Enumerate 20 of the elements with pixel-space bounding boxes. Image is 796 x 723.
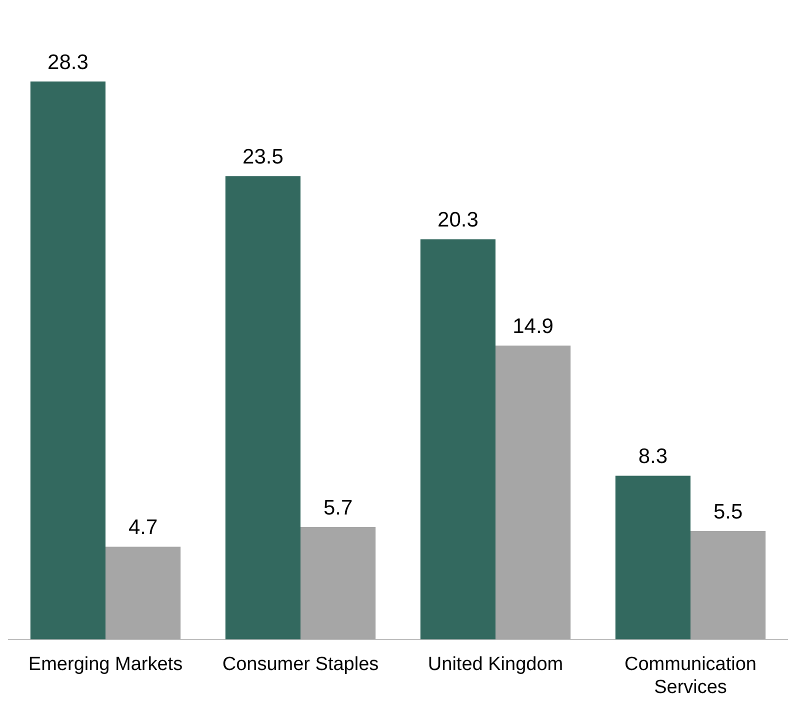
bar [420,239,496,640]
x-tick-label: United Kingdom [428,654,564,676]
data-label: 5.7 [323,496,353,520]
bar [106,546,181,640]
bar [690,530,766,640]
bar [30,82,106,640]
bar [225,176,300,640]
data-label: 8.3 [638,445,668,468]
x-tick-label: Communication Services [624,654,756,698]
data-label: 28.3 [48,50,88,74]
data-label: 14.9 [512,314,554,338]
x-tick-label: Emerging Markets [28,654,183,676]
data-label: 5.5 [713,500,743,524]
bar [615,476,690,640]
x-tick-label: Consumer Staples [222,654,379,676]
data-label: 4.7 [128,516,158,540]
bar [496,346,571,640]
data-label: 20.3 [438,208,478,232]
bar [300,527,376,640]
data-label: 23.5 [242,145,284,168]
